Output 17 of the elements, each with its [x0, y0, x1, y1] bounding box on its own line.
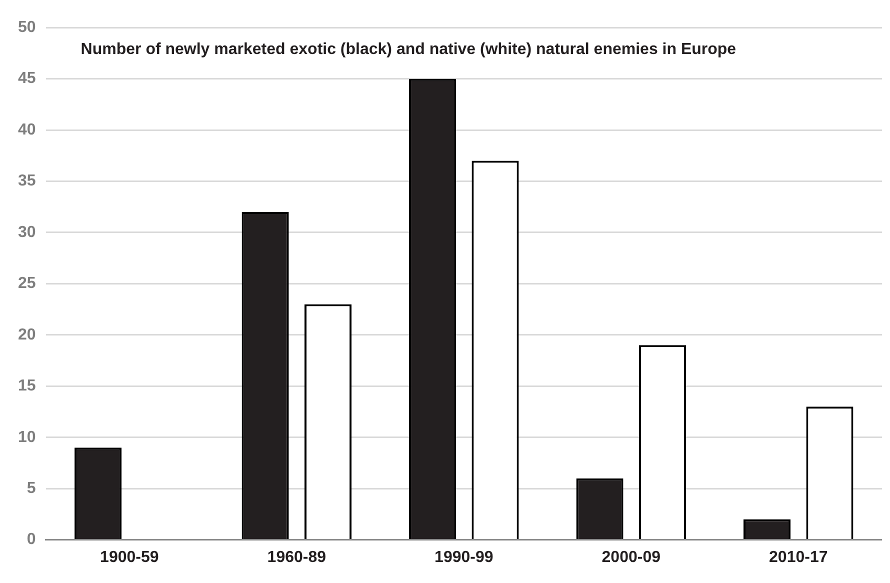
y-tick-label: 30	[18, 224, 36, 241]
y-tick-label: 40	[18, 121, 36, 138]
y-tick-label: 10	[18, 428, 36, 446]
y-tick-label: 5	[26, 480, 36, 497]
y-tick-label: 0	[26, 531, 36, 548]
x-tick-label: 1960-89	[267, 548, 326, 566]
y-tick-label: 50	[18, 19, 36, 36]
x-tick-label: 1900-59	[100, 548, 159, 566]
y-tick-label: 25	[18, 275, 36, 292]
y-tick-label: 45	[18, 70, 36, 88]
x-tick-label: 2010-17	[769, 548, 828, 566]
x-tick-label: 2000-09	[602, 548, 661, 566]
x-tick-label: 1990-99	[434, 548, 494, 566]
text: Number of newly marketed exotic (black) and native (white) natural enemies in Europe	[80, 41, 736, 58]
y-tick-label: 35	[18, 172, 36, 190]
y-tick-label: 15	[18, 378, 36, 395]
y-tick-label: 20	[18, 326, 36, 344]
